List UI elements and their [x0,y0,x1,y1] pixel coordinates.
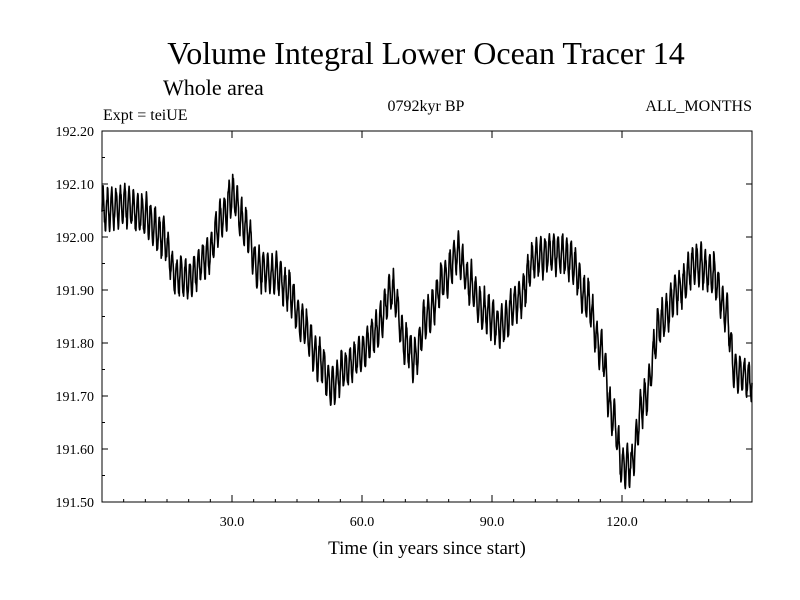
y-tick-label: 192.10 [56,178,95,193]
y-tick-label: 191.80 [56,337,95,352]
x-axis: 30.0 60.0 90.0 120.0 [123,131,731,530]
series-line [101,173,753,490]
months-label: ALL_MONTHS [645,98,752,115]
y-tick-label: 191.90 [56,284,95,299]
y-tick-label: 191.50 [56,496,95,511]
chart-title: Volume Integral Lower Ocean Tracer 14 [167,35,684,71]
x-tick-label: 60.0 [350,515,375,530]
x-tick-label: 120.0 [606,515,638,530]
plot-area: 191.50 191.60 191.70 191.80 191.90 192.00 192.… [56,125,753,530]
x-tick-label: 30.0 [220,515,245,530]
y-tick-label: 192.00 [56,231,95,246]
y-tick-label: 191.60 [56,443,95,458]
x-axis-label: Time (in years since start) [328,538,526,559]
period-label: 0792kyr BP [388,98,465,115]
y-axis: 191.50 191.60 191.70 191.80 191.90 192.00 192.… [56,125,752,511]
y-tick-label: 191.70 [56,390,95,405]
y-tick-label: 192.20 [56,125,95,140]
x-tick-label: 90.0 [480,515,505,530]
experiment-label: Expt = teiUE [103,107,188,124]
chart-subtitle: Whole area [163,75,264,100]
